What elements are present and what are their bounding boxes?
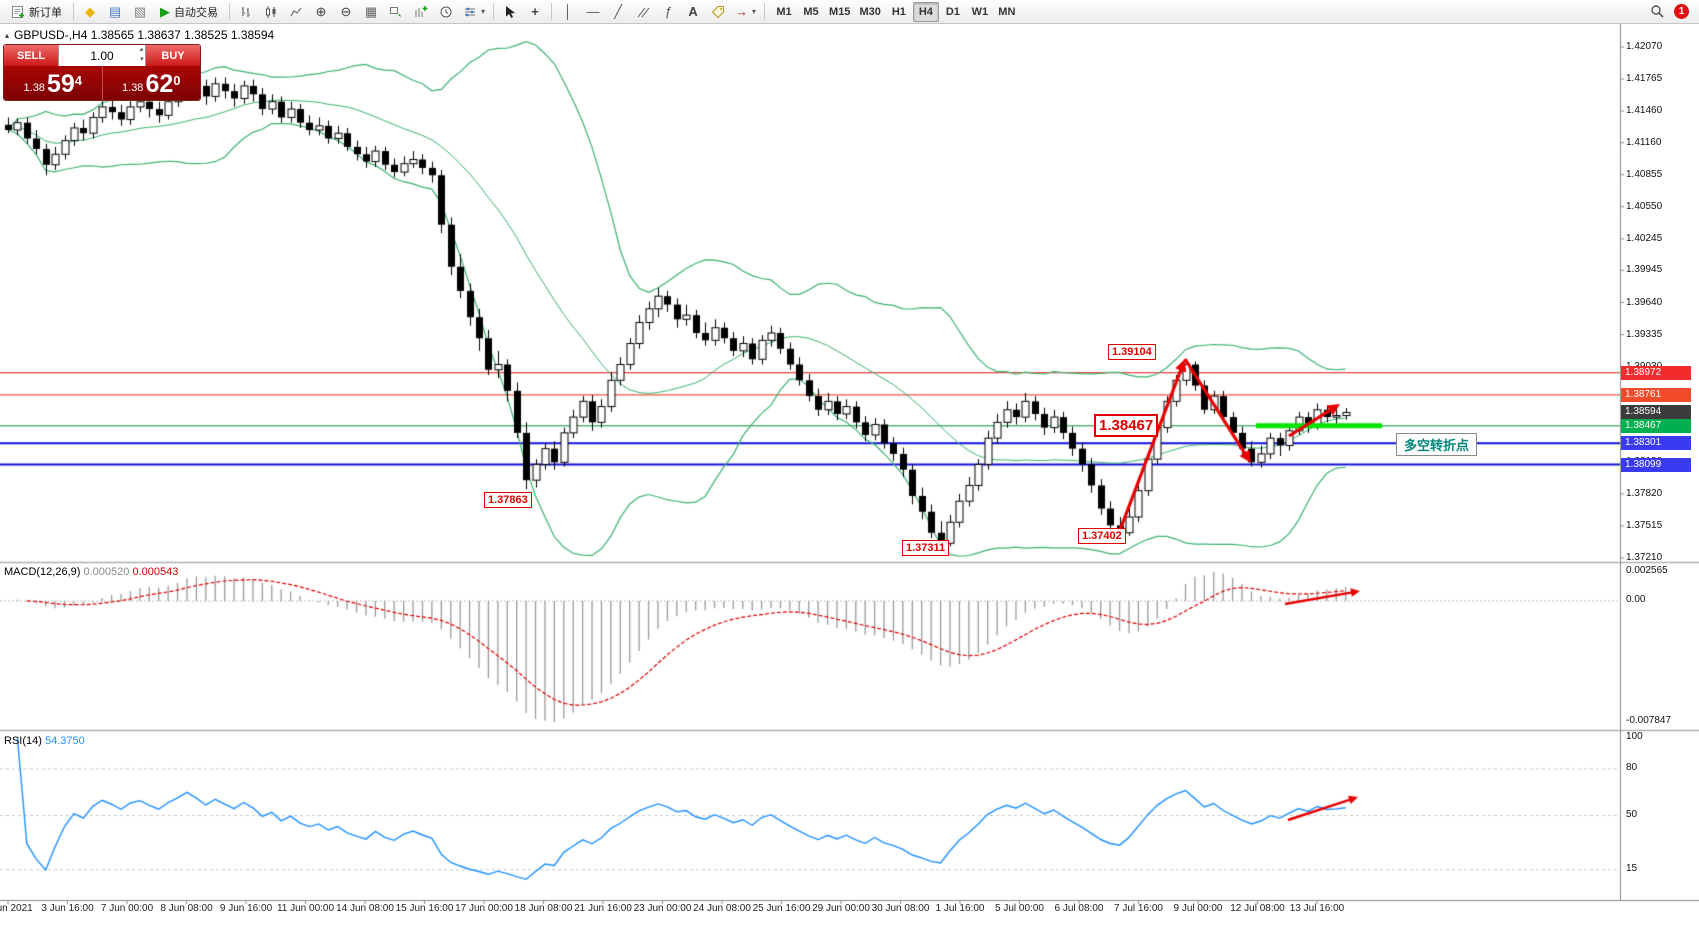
timeframe-mn-button[interactable]: MN: [994, 2, 1020, 22]
clock-icon: [440, 6, 452, 17]
crosshair-icon: +: [531, 4, 539, 19]
profiles-button[interactable]: ▤: [103, 2, 127, 22]
rsi-label: RSI(14): [4, 735, 42, 747]
chart-settings-button[interactable]: ▾: [459, 2, 489, 22]
period-clock-button[interactable]: [434, 2, 458, 22]
volume-value: 1.00: [90, 48, 114, 63]
caret-down-icon: ▾: [752, 7, 757, 16]
timeframe-group: M1 M5 M15 M30 H1 H4 D1 W1 MN: [771, 1, 1020, 22]
text-tool-button[interactable]: A: [681, 2, 705, 22]
macd-main-value: 0.000520: [83, 566, 130, 578]
new-chart-icon: [415, 5, 428, 17]
line-chart-button[interactable]: [284, 2, 308, 22]
zoom-out-icon: ⊖: [340, 4, 352, 19]
new-order-button[interactable]: 新订单: [4, 2, 69, 22]
toolbar-separator: [551, 3, 553, 20]
data-window-button[interactable]: ▧: [128, 2, 152, 22]
horizontal-line-icon: —: [586, 4, 600, 19]
shapes-button[interactable]: → ▾: [731, 2, 760, 22]
profiles-icon: ▤: [108, 4, 122, 19]
notification-badge[interactable]: 1: [1674, 4, 1689, 19]
tag-icon: [711, 5, 725, 18]
vertical-line-button[interactable]: │: [556, 2, 580, 22]
trendline-button[interactable]: ╱: [606, 2, 630, 22]
cursor-icon: [506, 5, 516, 18]
autotrade-label: 自动交易: [174, 6, 218, 19]
volume-down-icon[interactable]: ▾: [139, 56, 143, 63]
volume-up-icon[interactable]: ▴: [139, 46, 143, 53]
main-toolbar: 新订单 ◆ ▤ ▧ ▶ 自动交易 ⊕ ⊖ ▦ ▾ + │ — ╱ ƒ A: [0, 0, 1699, 24]
metaeditor-icon: ◆: [85, 4, 95, 19]
rsi-value: 54.3750: [44, 735, 85, 747]
fibonacci-icon: ƒ: [664, 4, 672, 19]
ohlc-bars-icon: [242, 6, 250, 17]
timeframe-h1-button[interactable]: H1: [886, 2, 912, 22]
fibonacci-button[interactable]: ƒ: [656, 2, 680, 22]
one-click-collapse-icon[interactable]: ▴: [5, 30, 10, 40]
turning-point-annotation[interactable]: 多空转折点: [1396, 433, 1478, 456]
ask-price-display: 1.38 62 0: [122, 70, 181, 98]
symbol-ohlc-text: GBPUSD-,H4 1.38565 1.38637 1.38525 1.385…: [14, 28, 275, 42]
zoom-in-button[interactable]: ⊕: [309, 2, 333, 22]
tile-windows-button[interactable]: ▦: [359, 2, 383, 22]
zoom-in-icon: ⊕: [315, 4, 327, 19]
search-icon: [1650, 5, 1664, 18]
timeframe-m5-button[interactable]: M5: [798, 2, 824, 22]
caret-down-icon: ▾: [481, 7, 486, 16]
candlestick-icon: [266, 5, 276, 18]
timeframe-h4-button[interactable]: H4: [912, 1, 939, 22]
tile-windows-icon: ▦: [364, 4, 378, 19]
sell-button[interactable]: SELL: [4, 45, 58, 66]
play-icon: ▶: [160, 4, 170, 19]
timeframe-m1-button[interactable]: M1: [771, 2, 797, 22]
trendline-icon: ╱: [614, 4, 622, 19]
cursor-button[interactable]: [498, 2, 522, 22]
timeframe-w1-button[interactable]: W1: [967, 2, 993, 22]
vertical-line-icon: │: [563, 4, 573, 19]
new-chart-button[interactable]: [409, 2, 433, 22]
bid-price-display: 1.38 59 4: [4, 66, 103, 100]
auto-arrange-button[interactable]: [384, 2, 408, 22]
bar-chart-button[interactable]: [234, 2, 258, 22]
new-order-label: 新订单: [29, 6, 62, 19]
toolbar-separator: [764, 3, 766, 20]
toolbar-separator: [73, 3, 74, 20]
text-label-button[interactable]: [706, 2, 730, 22]
arrow-shape-icon: →: [735, 4, 749, 19]
crosshair-button[interactable]: +: [523, 2, 547, 22]
autotrade-button[interactable]: ▶ 自动交易: [153, 2, 225, 22]
auto-arrange-icon: [390, 6, 401, 17]
one-click-trading-panel: SELL 1.00 ▴ ▾ BUY 1.38 59 4 1.38 62 0: [3, 44, 201, 101]
new-order-icon: [12, 5, 24, 18]
toolbar-separator: [229, 3, 230, 20]
metaeditor-button[interactable]: ◆: [78, 2, 102, 22]
timeframe-d1-button[interactable]: D1: [940, 2, 966, 22]
rsi-header: RSI(14) 54.3750: [4, 735, 85, 747]
channel-button[interactable]: [631, 2, 655, 22]
channel-icon: [637, 7, 650, 17]
zoom-out-button[interactable]: ⊖: [334, 2, 358, 22]
toolbar-separator: [493, 3, 495, 20]
buy-button[interactable]: BUY: [146, 45, 200, 66]
macd-signal-value: 0.000543: [132, 566, 179, 578]
chart-ohlc-header: ▴ GBPUSD-,H4 1.38565 1.38637 1.38525 1.3…: [5, 28, 274, 42]
macd-label: MACD(12,26,9): [4, 566, 81, 578]
text-tool-icon: A: [688, 4, 698, 19]
candlestick-chart-button[interactable]: [259, 2, 283, 22]
timeframe-m15-button[interactable]: M15: [825, 2, 854, 22]
data-window-icon: ▧: [133, 4, 147, 19]
settings-icon: [465, 7, 475, 16]
macd-header: MACD(12,26,9) 0.000520 0.000543: [4, 566, 178, 578]
search-button[interactable]: [1645, 2, 1669, 22]
timeframe-m30-button[interactable]: M30: [855, 2, 884, 22]
volume-input[interactable]: 1.00 ▴ ▾: [58, 45, 146, 66]
horizontal-line-button[interactable]: —: [581, 2, 605, 22]
line-chart-icon: [290, 7, 302, 16]
